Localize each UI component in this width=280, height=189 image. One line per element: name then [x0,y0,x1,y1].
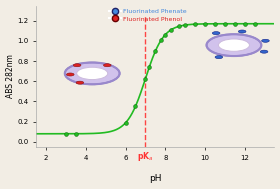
Ellipse shape [77,67,108,80]
X-axis label: pH: pH [149,174,162,184]
Ellipse shape [76,81,84,84]
Ellipse shape [73,64,81,67]
Y-axis label: ABS 282nm: ABS 282nm [6,54,15,98]
Ellipse shape [215,56,223,59]
Text: pK$_a$: pK$_a$ [137,150,154,163]
Ellipse shape [207,34,261,56]
Ellipse shape [238,30,246,33]
Ellipse shape [65,63,120,84]
Ellipse shape [104,64,111,67]
Ellipse shape [218,39,249,51]
Ellipse shape [260,50,268,53]
Ellipse shape [262,39,269,42]
Ellipse shape [212,32,220,35]
Legend: Fluorinated Phenate, Fluorinated Phenol: Fluorinated Phenate, Fluorinated Phenol [106,6,189,24]
Ellipse shape [66,73,74,76]
